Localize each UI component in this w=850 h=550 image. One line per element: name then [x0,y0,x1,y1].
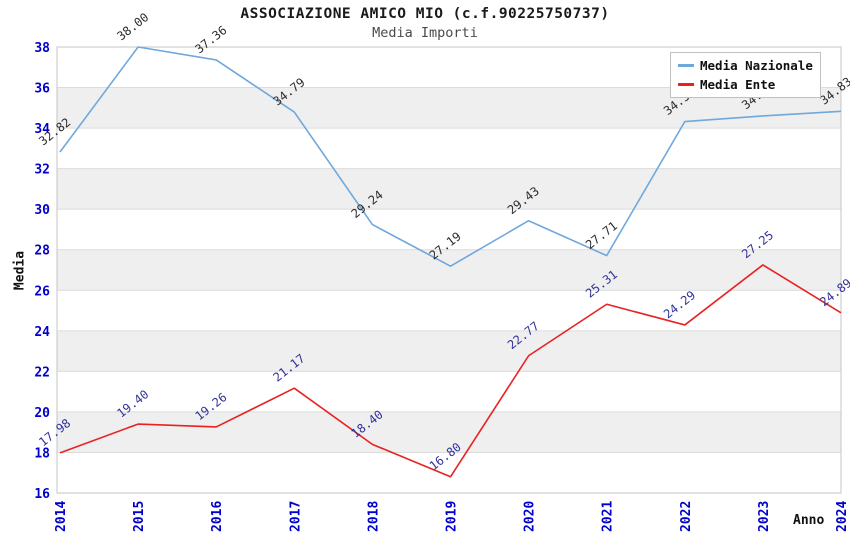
legend-line-sample-red-icon [678,83,694,86]
x-tick-label: 2024 [835,501,850,532]
x-tick-label: 2015 [132,501,147,532]
y-tick-label: 26 [34,284,50,299]
media-nazionale-line [59,46,842,267]
y-tick-label: 18 [34,446,50,461]
grid-band [57,249,841,291]
grid-band [57,411,841,453]
y-tick-label: 22 [34,365,50,380]
y-tick-label: 20 [34,406,50,421]
legend-item-media-nazionale: Media Nazionale [678,58,813,73]
grid-band [57,371,841,412]
x-tick-label: 2021 [601,501,616,532]
x-tick-label: 2022 [679,501,694,532]
grid-band [57,209,841,250]
legend: Media Nazionale Media Ente [670,52,821,98]
y-tick-label: 30 [34,203,50,218]
legend-label: Media Nazionale [700,58,813,73]
x-tick-label: 2016 [210,501,225,532]
x-tick-label: 2019 [445,501,460,532]
media-ente-line [59,264,842,478]
y-tick-label: 32 [34,163,50,178]
y-axis-title: Media [12,250,28,291]
media-nazionale-point-label: 38.00 [114,10,151,43]
chart-subtitle: Media Importi [372,25,478,41]
y-tick-label: 36 [34,82,50,97]
grid-band [57,168,841,210]
y-tick-label: 28 [34,244,50,259]
y-tick-label: 34 [34,122,50,137]
x-axis-title: Anno [793,513,825,528]
y-tick-label: 16 [34,487,50,502]
grid-band [57,128,841,169]
y-tick-label: 24 [34,325,50,340]
plot-border [56,46,842,494]
grid-band [57,452,841,493]
legend-label: Media Ente [700,77,776,92]
grid-band [57,290,841,331]
y-tick-label: 38 [34,41,50,56]
x-tick-label: 2017 [288,501,303,532]
grid-band [57,330,841,372]
x-tick-label: 2014 [54,501,69,532]
chart-title: ASSOCIAZIONE AMICO MIO (c.f.90225750737) [240,6,610,22]
x-tick-label: 2023 [757,501,772,532]
legend-line-sample-blue-icon [678,64,694,67]
x-tick-label: 2018 [366,501,381,532]
x-tick-label: 2020 [523,501,538,532]
legend-item-media-ente: Media Ente [678,77,813,92]
